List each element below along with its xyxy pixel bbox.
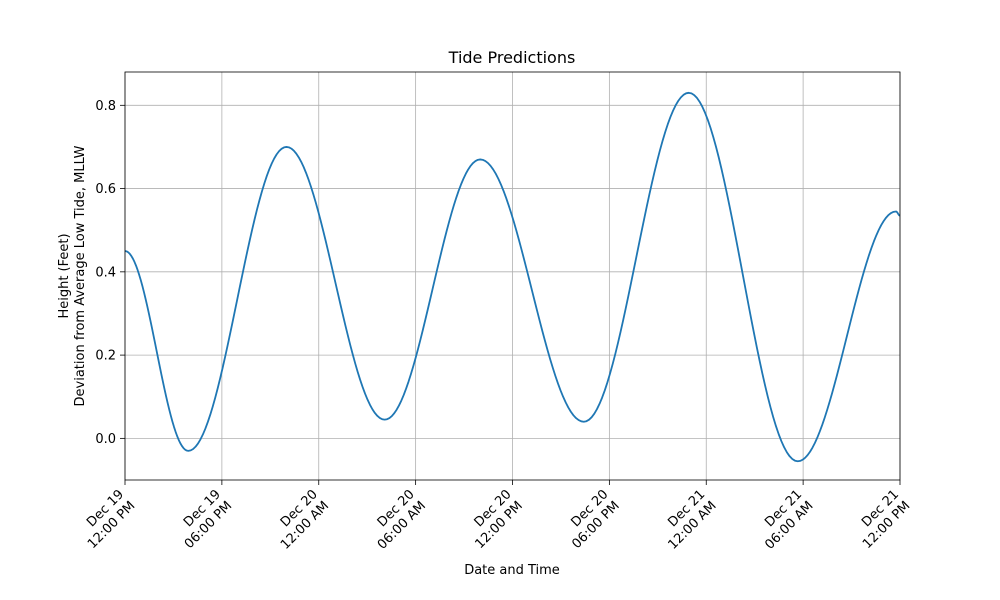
y-axis-label-line1: Height (Feet)	[57, 233, 72, 318]
y-tick-label: 0.6	[95, 182, 116, 197]
grid	[124, 72, 901, 480]
y-axis-label-line2: Deviation from Average Low Tide, MLLW	[73, 145, 88, 406]
y-tick-label: 0.0	[95, 432, 116, 447]
y-tick-label: 0.4	[95, 265, 116, 280]
tide-series-line	[124, 91, 901, 463]
chart-title: Tide Predictions	[448, 48, 576, 67]
y-tick-label: 0.2	[95, 349, 116, 364]
series-layer	[124, 91, 901, 463]
y-tick-label: 0.8	[95, 99, 116, 114]
x-axis-label: Date and Time	[464, 563, 560, 578]
